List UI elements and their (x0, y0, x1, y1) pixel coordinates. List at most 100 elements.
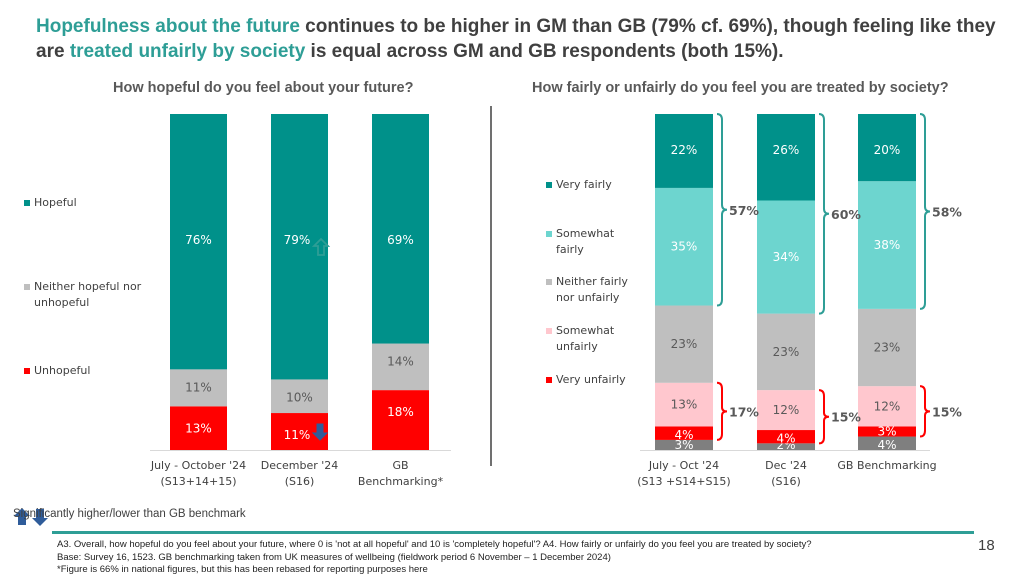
sig-legend-down-arrow-icon (32, 509, 48, 526)
data-label-hopeful-2: 79% (284, 233, 311, 247)
hopeful-chart-title: How hopeful do you feel about your futur… (113, 80, 414, 96)
bracket-fairly-3 (919, 113, 931, 310)
data-label-hopeful-3: 69% (387, 233, 414, 247)
title-text-1: continues to be higher in GM than GB (79… (36, 16, 996, 62)
data-label-very-unfairly-1: 4% (674, 428, 693, 442)
legend-label-somewhat_unfairly-1: Somewhat (556, 324, 615, 337)
x-tick-label-1-2: (S13+14+15) (161, 475, 237, 488)
net-fairly-label-3: 58% (932, 204, 962, 219)
bar-somewhat-fairly-2 (757, 200, 815, 314)
data-label-don-t-know-3: 4% (877, 438, 896, 452)
bar-don-t-know-3 (858, 436, 916, 450)
legend-label-hopeful-1: Hopeful (34, 196, 77, 209)
bar-somewhat-unfairly-3 (858, 386, 916, 427)
significance-note: Significantly higher/lower than GB bench… (13, 508, 246, 520)
data-label-neither-hopeful-nor-unhopeful-1: 11% (185, 380, 212, 394)
bar-unhopeful-3 (372, 390, 429, 450)
legend-label-very_unfairly-1: Very unfairly (556, 373, 626, 386)
data-label-neither-fairly-nor-unfairly-1: 23% (671, 337, 698, 351)
bar-neither-hopeful-nor-unhopeful-1 (170, 369, 227, 407)
data-label-somewhat-fairly-1: 35% (671, 240, 698, 254)
bar-hopeful-1 (170, 114, 227, 370)
x-tick-label-3-1: GB (392, 459, 408, 472)
data-label-somewhat-unfairly-3: 12% (874, 399, 901, 413)
bar-very-unfairly-2 (757, 430, 815, 444)
legend-label-neither_fair-1: Neither fairly (556, 275, 628, 288)
x-tick-label-2-2: (S16) (285, 475, 315, 488)
fairness-chart: 3%4%13%23%35%22%July - Oct '24(S13 +S14+… (546, 113, 962, 488)
footer-notes: A3. Overall, how hopeful do you feel abo… (57, 539, 812, 577)
legend-swatch-neither_fair (546, 279, 552, 285)
bar-unhopeful-1 (170, 406, 227, 450)
bar-neither-fairly-nor-unfairly-1 (655, 305, 713, 383)
data-label-somewhat-unfairly-2: 12% (773, 403, 800, 417)
bar-very-unfairly-1 (655, 426, 713, 440)
hopeful-chart: 13% 11% 76% July - October '24 (S13+14+15) 11… (24, 114, 451, 488)
data-label-unhopeful-1: 13% (185, 421, 212, 435)
bar-neither-fairly-nor-unfairly-3 (858, 308, 916, 387)
net-fairly-label-1: 57% (729, 203, 759, 218)
x-tick-label-2-2-2: (S16) (771, 475, 801, 488)
page-number: 18 (978, 537, 995, 554)
legend-label-neither_fair-2: nor unfairly (556, 291, 620, 304)
page-title: Hopefulness about the future continues t… (36, 14, 1011, 64)
title-accent-unfairly: treated unfairly by society (69, 41, 306, 62)
data-label-very-fairly-3: 20% (874, 143, 901, 157)
bar-neither-fairly-nor-unfairly-2 (757, 313, 815, 391)
significance-legend-icons (14, 508, 48, 526)
net-unfairly-label-1: 17% (729, 404, 759, 419)
bar-don-t-know-1 (655, 439, 713, 450)
sig-up-arrow-icon (311, 237, 331, 256)
data-label-neither-hopeful-nor-unhopeful-2: 10% (286, 390, 313, 404)
legend-swatch-very_fairly (546, 182, 552, 188)
footer-base-text: Base: Survey 16, 1523. GB benchmarking t… (57, 551, 611, 563)
x-tick-label-2-1-1: July - Oct '24 (648, 459, 719, 472)
legend-label-neither-2: unhopeful (34, 296, 89, 309)
bracket-unfairly-2 (818, 389, 830, 445)
net-unfairly-label-3: 15% (932, 404, 962, 419)
fairness-chart-title: How fairly or unfairly do you feel you a… (532, 80, 949, 96)
legend-swatch-neither (24, 284, 30, 290)
bar-somewhat-fairly-3 (858, 181, 916, 309)
data-label-unhopeful-2: 11% (284, 428, 311, 442)
data-label-neither-fairly-nor-unfairly-3: 23% (874, 341, 901, 355)
legend-swatch-somewhat_fairly (546, 231, 552, 237)
data-label-somewhat-fairly-3: 38% (874, 238, 901, 252)
bar-very-fairly-1 (655, 114, 713, 188)
bar-somewhat-unfairly-1 (655, 382, 713, 427)
bar-somewhat-fairly-1 (655, 187, 713, 306)
data-label-very-unfairly-2: 4% (776, 431, 795, 445)
data-label-very-fairly-2: 26% (773, 143, 800, 157)
net-unfairly-label-2: 15% (831, 410, 861, 425)
data-label-neither-hopeful-nor-unhopeful-3: 14% (387, 355, 414, 369)
bracket-unfairly-1 (716, 381, 728, 441)
legend-swatch-very_unfairly (546, 377, 552, 383)
title-text-2: is equal across GM and GB respondents (b… (305, 41, 784, 62)
legend-label-somewhat_fairly-1: Somewhat (556, 227, 615, 240)
title-accent-hopefulness: Hopefulness about the future (36, 16, 300, 37)
footer-rebase-note: *Figure is 66% in national figures, but … (57, 564, 428, 575)
data-label-neither-fairly-nor-unfairly-2: 23% (773, 345, 800, 359)
bracket-unfairly-3 (919, 385, 931, 438)
bar-very-unfairly-3 (858, 426, 916, 437)
sig-legend-up-arrow-icon (14, 508, 30, 525)
x-tick-label-2-1: December '24 (261, 459, 339, 472)
footer-question-text: A3. Overall, how hopeful do you feel abo… (57, 539, 812, 550)
data-label-somewhat-fairly-2: 34% (773, 250, 800, 264)
x-tick-label-2-1-2: (S13 +S14+S15) (637, 475, 730, 488)
net-fairly-label-2: 60% (831, 207, 861, 222)
data-label-hopeful-1: 76% (185, 233, 212, 247)
bar-neither-hopeful-nor-unhopeful-3 (372, 343, 429, 391)
bracket-fairly-1 (716, 113, 728, 307)
data-label-don-t-know-1: 3% (674, 438, 693, 452)
bar-hopeful-3 (372, 114, 429, 344)
sig-down-arrow-icon (311, 423, 329, 441)
bracket-fairly-2 (818, 113, 830, 315)
bar-don-t-know-2 (757, 443, 815, 450)
legend-label-neither-1: Neither hopeful nor (34, 280, 142, 293)
data-label-somewhat-unfairly-1: 13% (671, 398, 698, 412)
bar-somewhat-unfairly-2 (757, 390, 815, 431)
x-tick-label-2-2-1: Dec '24 (765, 459, 807, 472)
data-label-very-fairly-1: 22% (671, 143, 698, 157)
